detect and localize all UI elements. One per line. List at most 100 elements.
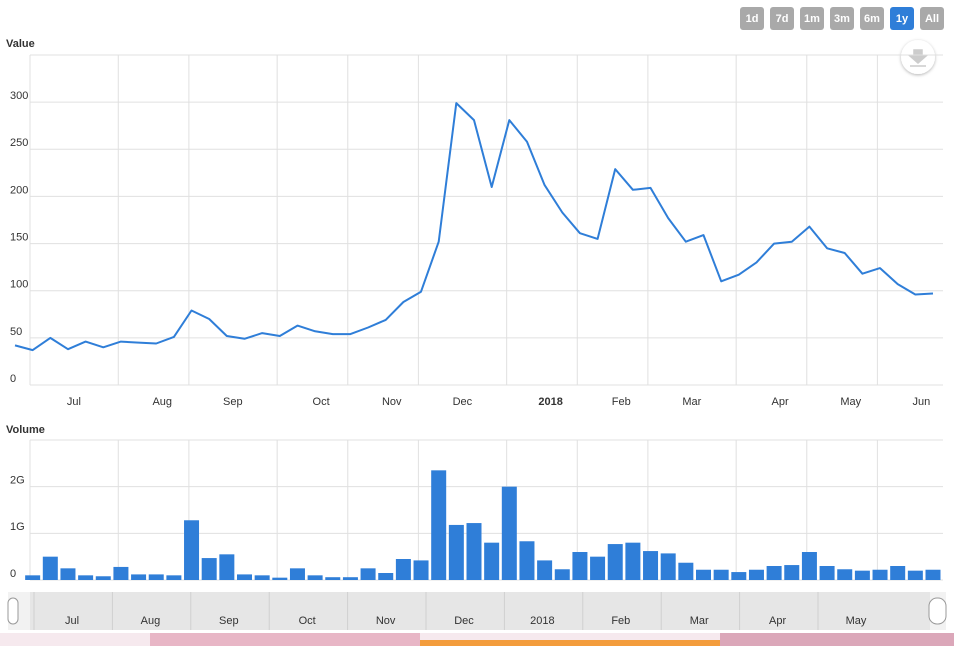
range-button-bg xyxy=(800,7,824,30)
bar xyxy=(148,574,164,580)
ad-banner[interactable] xyxy=(0,633,954,646)
bar xyxy=(289,568,305,580)
bar xyxy=(872,569,888,580)
range-button[interactable]: 1y xyxy=(890,7,914,30)
y-tick-label: 300 xyxy=(10,90,28,102)
range-button-label: 7d xyxy=(776,13,789,25)
bar xyxy=(766,566,782,580)
y-tick-label: 200 xyxy=(10,184,28,196)
navigator-label: May xyxy=(846,615,867,627)
bar xyxy=(342,577,358,580)
bar xyxy=(395,559,411,580)
bar xyxy=(925,569,941,580)
bar xyxy=(254,575,270,580)
bar xyxy=(166,575,182,580)
x-tick-label: Jun xyxy=(912,396,930,408)
y-tick-label: 100 xyxy=(10,279,28,291)
y-tick-label: 2G xyxy=(10,475,25,487)
range-button[interactable]: 1d xyxy=(740,7,764,30)
range-button[interactable]: 7d xyxy=(770,7,794,30)
bar xyxy=(801,552,817,580)
bar xyxy=(625,542,641,580)
navigator-handle[interactable] xyxy=(928,597,947,625)
bar xyxy=(201,558,217,580)
bar xyxy=(307,575,323,580)
range-button-bg xyxy=(740,7,764,30)
bar xyxy=(184,520,200,580)
bar xyxy=(572,552,588,580)
bar xyxy=(378,573,394,580)
x-tick-label: Jul xyxy=(67,396,81,408)
bar xyxy=(431,470,447,580)
bar xyxy=(501,486,517,580)
bar xyxy=(748,569,764,580)
bar xyxy=(42,556,58,580)
download-button[interactable] xyxy=(901,40,935,74)
bar xyxy=(643,551,659,580)
range-button-bg xyxy=(920,7,944,30)
x-tick-label: May xyxy=(840,396,861,408)
bar xyxy=(554,569,570,580)
bar xyxy=(519,541,535,580)
bar xyxy=(272,577,288,580)
range-button[interactable]: 3m xyxy=(830,7,854,30)
navigator-handle[interactable] xyxy=(7,597,19,625)
navigator-label: Oct xyxy=(299,615,316,627)
navigator-label: Mar xyxy=(690,615,709,627)
y-tick-label: 0 xyxy=(10,568,16,580)
axis-title: Volume xyxy=(6,424,45,436)
y-tick-label: 250 xyxy=(10,137,28,149)
x-tick-label: Nov xyxy=(382,396,402,408)
y-tick-label: 1G xyxy=(10,521,25,533)
bar xyxy=(907,570,923,580)
bar xyxy=(819,566,835,580)
bar xyxy=(590,556,606,580)
navigator-range[interactable] xyxy=(30,592,930,630)
bar xyxy=(784,565,800,580)
range-button-label: 1d xyxy=(746,13,759,25)
bar xyxy=(25,575,41,580)
navigator-label: Feb xyxy=(611,615,630,627)
x-tick-label: Dec xyxy=(453,396,473,408)
bar xyxy=(854,570,870,580)
x-tick-label: Apr xyxy=(772,396,789,408)
range-button-bg xyxy=(890,7,914,30)
bar xyxy=(78,575,94,580)
bar xyxy=(219,554,235,580)
bar xyxy=(696,569,711,580)
bar xyxy=(484,542,500,580)
bar xyxy=(660,553,676,580)
bar xyxy=(60,568,76,580)
bar xyxy=(325,577,341,580)
range-button[interactable]: 1m xyxy=(800,7,824,30)
bar xyxy=(607,544,623,580)
navigator-label: Apr xyxy=(769,615,786,627)
y-tick-label: 0 xyxy=(10,373,16,385)
navigator-label: Aug xyxy=(141,615,161,627)
bar xyxy=(713,569,729,580)
axis-title: Value xyxy=(6,38,35,50)
navigator-label: Nov xyxy=(376,615,396,627)
range-button-label: 1m xyxy=(804,13,820,25)
bar xyxy=(131,574,147,580)
x-tick-label: Mar xyxy=(682,396,701,408)
y-tick-label: 150 xyxy=(10,231,28,243)
range-button[interactable]: All xyxy=(920,7,944,30)
bar xyxy=(237,574,252,580)
x-tick-label: Feb xyxy=(612,396,631,408)
bar xyxy=(537,560,553,580)
range-button-bg xyxy=(860,7,884,30)
bar xyxy=(448,524,464,580)
range-button[interactable]: 6m xyxy=(860,7,884,30)
x-tick-label: Aug xyxy=(152,396,172,408)
range-button-label: 6m xyxy=(864,13,880,25)
bar xyxy=(731,572,747,580)
range-button-bg xyxy=(830,7,854,30)
bar xyxy=(113,566,129,580)
bar xyxy=(95,576,111,580)
bar xyxy=(678,562,694,580)
navigator-label: 2018 xyxy=(530,615,554,627)
x-tick-label: 2018 xyxy=(538,396,562,408)
x-tick-label: Oct xyxy=(313,396,330,408)
